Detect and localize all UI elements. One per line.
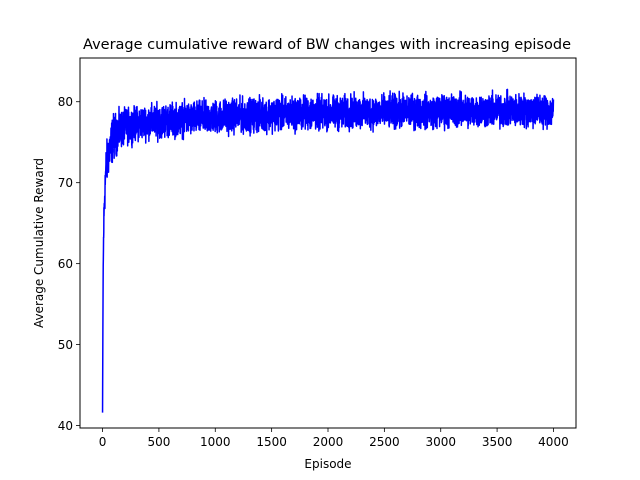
y-tick-label: 50 [58,338,73,352]
x-tick-label: 1500 [256,435,287,449]
y-tick-label: 70 [58,176,73,190]
x-axis-ticks: 0 500 1000 1500 2000 2500 3000 3500 4000 [99,428,569,449]
y-tick-label: 80 [58,95,73,109]
x-tick-label: 500 [147,435,170,449]
x-tick-label: 0 [99,435,107,449]
x-tick-label: 4000 [538,435,569,449]
x-tick-label: 3500 [482,435,513,449]
y-tick-label: 40 [58,419,73,433]
x-tick-label: 2500 [369,435,400,449]
x-axis-label: Episode [304,457,351,471]
chart-title: Average cumulative reward of BW changes … [83,37,571,53]
plot-area [101,88,555,413]
y-axis-ticks: 40 50 60 70 80 [58,95,80,433]
x-tick-label: 1000 [200,435,231,449]
y-axis-label: Average Cumulative Reward [32,158,46,328]
series-line-0 [101,88,555,413]
plot-frame [79,57,577,429]
x-tick-label: 3000 [425,435,456,449]
x-tick-label: 2000 [313,435,344,449]
y-tick-label: 60 [58,257,73,271]
